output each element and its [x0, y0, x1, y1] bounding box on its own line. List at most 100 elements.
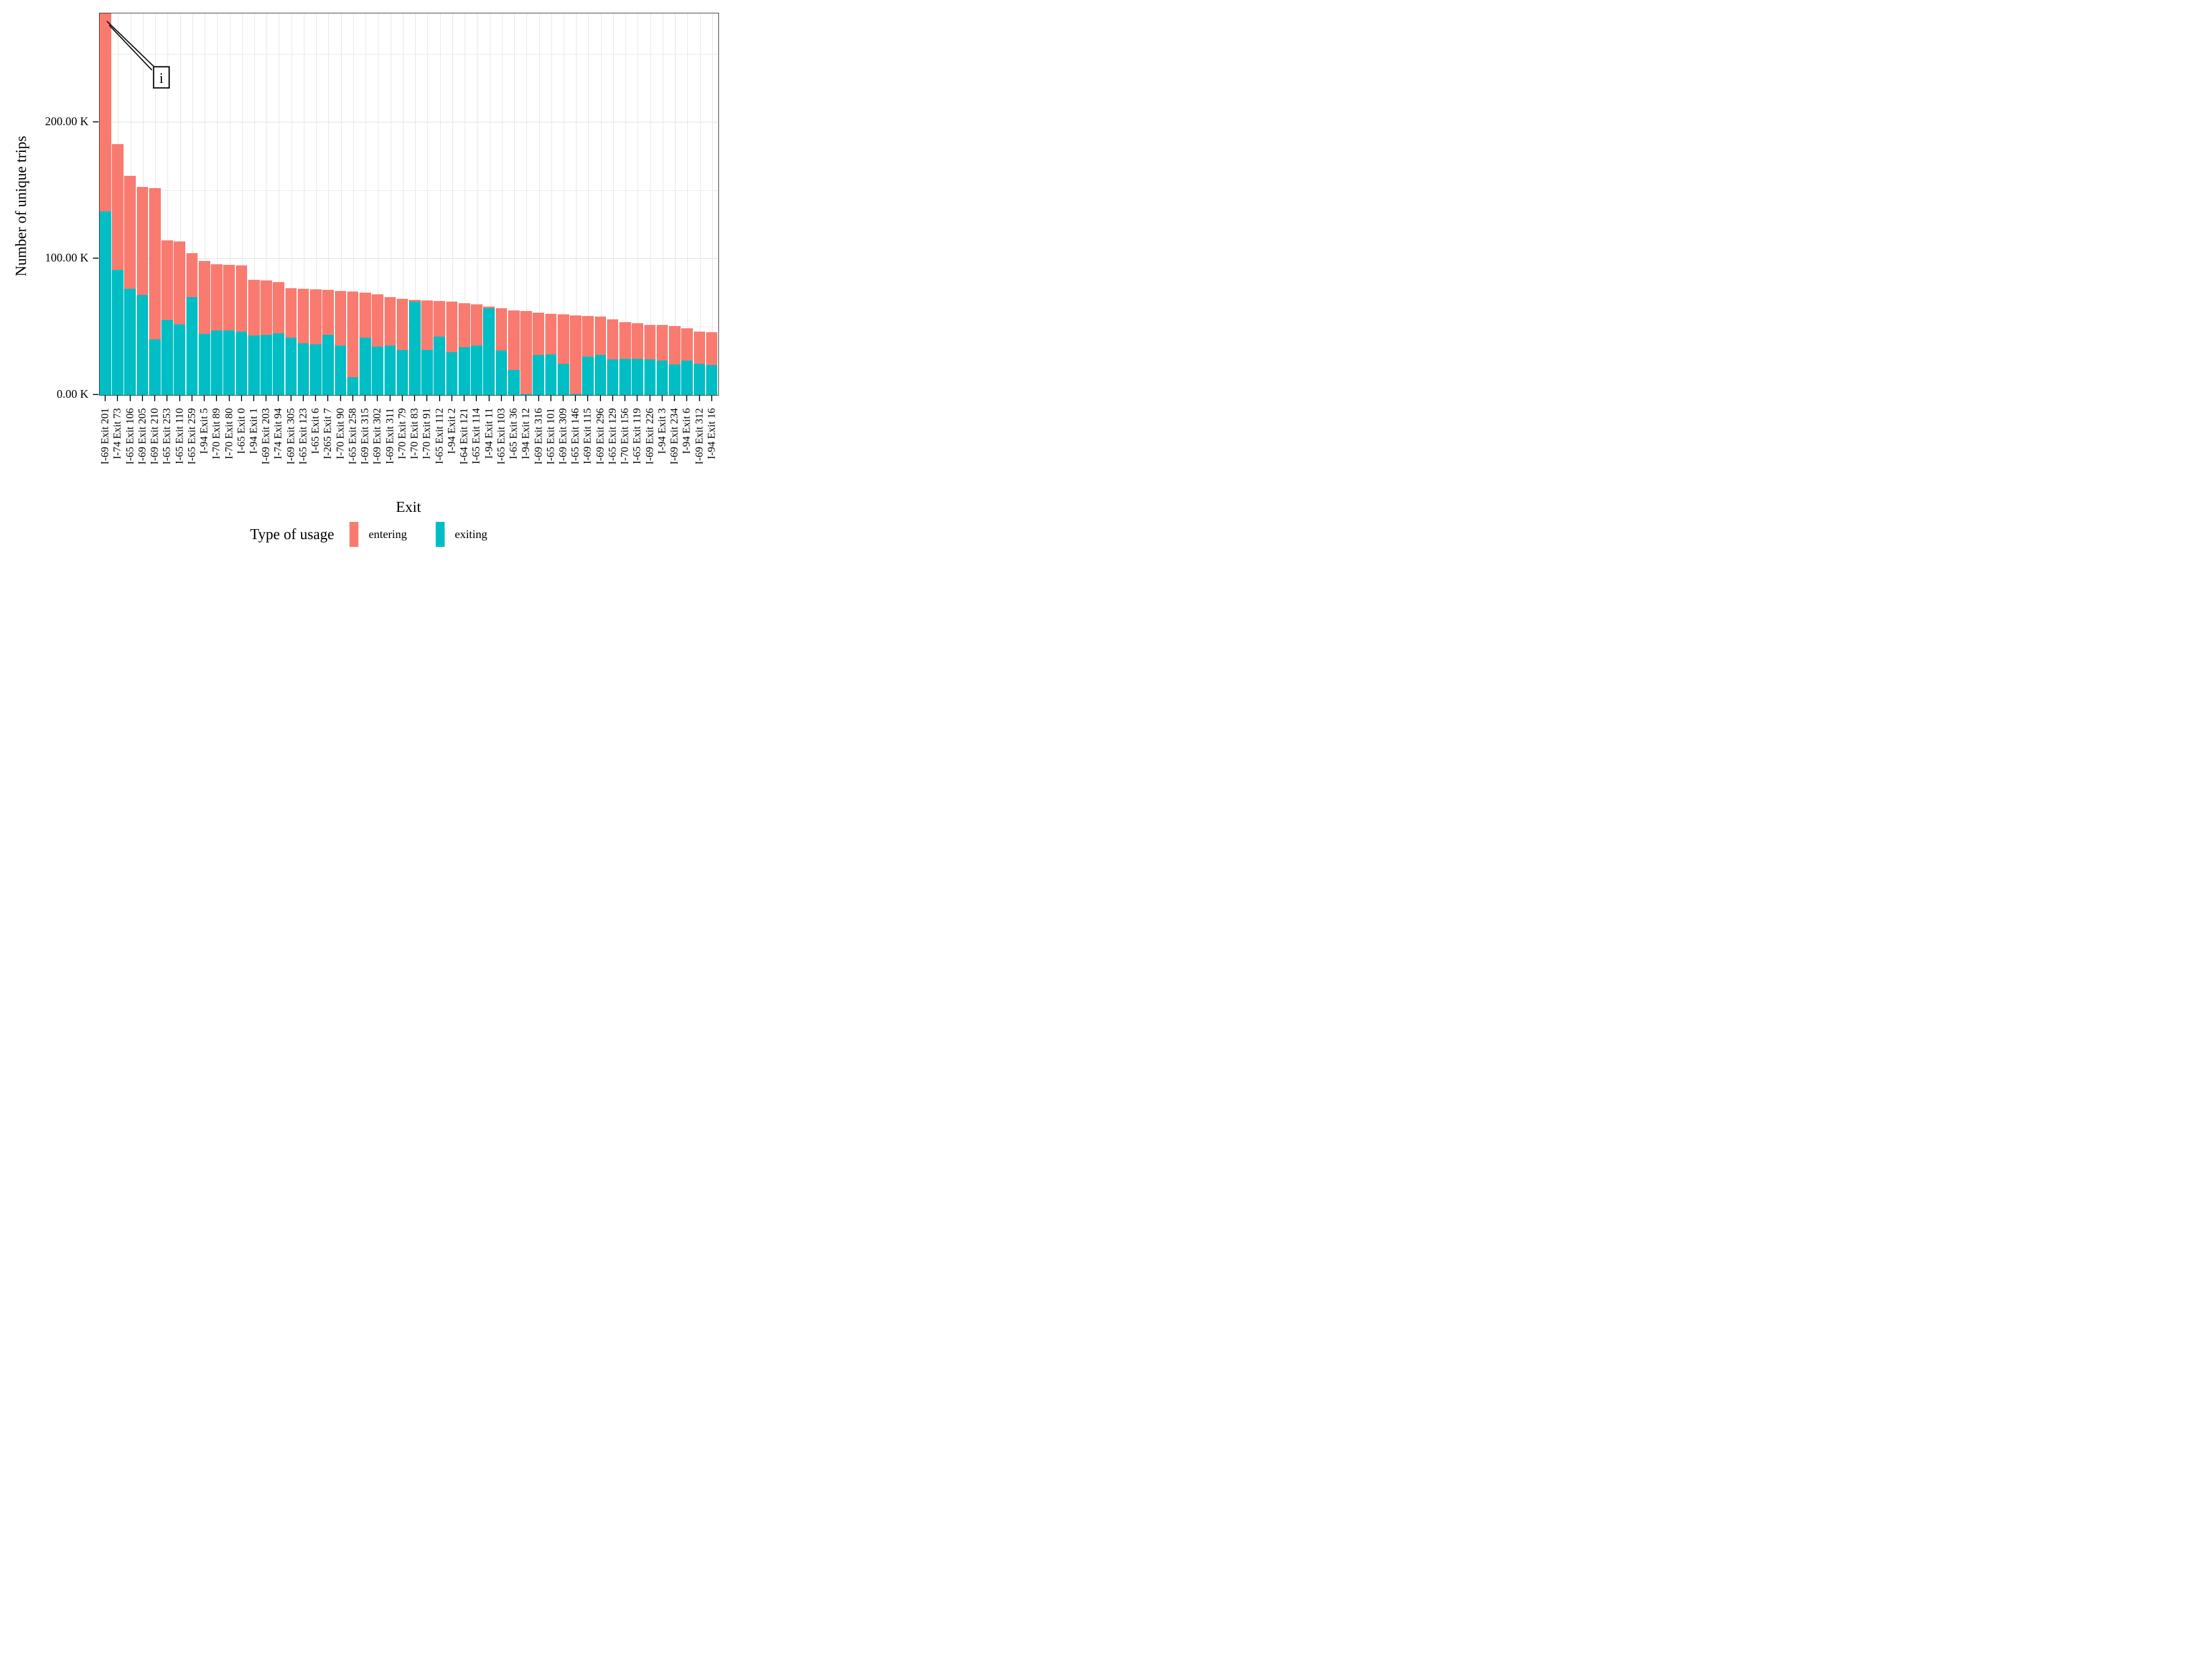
segment-exiting — [235, 332, 248, 395]
bar-I-65 Exit 114 — [471, 13, 482, 395]
bar-I-65 Exit 0 — [235, 13, 248, 395]
x-tick — [315, 396, 317, 401]
segment-entering — [161, 240, 173, 320]
segment-exiting — [347, 377, 359, 395]
x-tick-label: I-74 Exit 73 — [111, 408, 124, 460]
segment-entering — [471, 304, 482, 346]
x-tick-label: I-94 Exit 16 — [706, 408, 718, 460]
x-tick-label: I-65 Exit 110 — [174, 408, 186, 465]
x-tick — [240, 396, 242, 401]
segment-entering — [384, 297, 396, 346]
bar-I-64 Exit 121 — [458, 13, 470, 395]
bar-I-65 Exit 119 — [632, 13, 643, 395]
segment-exiting — [570, 393, 582, 395]
x-tick — [339, 396, 341, 401]
legend-swatch-exiting — [436, 522, 445, 547]
segment-exiting — [372, 347, 383, 395]
segment-entering — [520, 311, 532, 394]
x-tick — [698, 396, 700, 401]
x-tick-label: I-69 Exit 234 — [668, 408, 681, 465]
x-tick-label: I-69 Exit 315 — [359, 408, 371, 465]
segment-entering — [619, 322, 631, 359]
x-tick — [439, 396, 440, 401]
bar-I-94 Exit 6 — [681, 13, 693, 395]
segment-exiting — [297, 343, 309, 395]
x-tick — [563, 396, 564, 401]
segment-exiting — [100, 211, 111, 395]
segment-exiting — [681, 360, 693, 395]
segment-exiting — [136, 294, 149, 395]
x-tick — [389, 396, 391, 401]
bar-I-74 Exit 73 — [112, 13, 124, 395]
x-tick — [204, 396, 205, 401]
bar-I-74 Exit 94 — [273, 13, 284, 395]
gridline-vertical — [415, 13, 416, 395]
bar-I-65 Exit 146 — [570, 13, 582, 395]
bar-I-65 Exit 253 — [161, 13, 173, 395]
x-tick-label: I-70 Exit 91 — [421, 408, 433, 460]
segment-exiting — [211, 330, 223, 395]
bar-I-69 Exit 305 — [285, 13, 297, 395]
bar-I-69 Exit 205 — [136, 13, 149, 395]
segment-entering — [211, 264, 223, 330]
y-tick — [93, 258, 98, 259]
x-tick-label: I-70 Exit 89 — [210, 408, 223, 460]
gridline-vertical — [514, 13, 515, 395]
x-tick-label: I-69 Exit 312 — [693, 408, 706, 465]
x-tick-label: I-65 Exit 146 — [569, 408, 582, 465]
x-tick — [179, 396, 180, 401]
gridline-vertical — [440, 13, 441, 395]
segment-entering — [458, 303, 470, 348]
x-tick — [649, 396, 651, 401]
x-tick — [476, 396, 477, 401]
bar-I-69 Exit 226 — [644, 13, 656, 395]
gridline-minor — [100, 53, 718, 55]
gridline-vertical — [551, 13, 552, 395]
bar-I-65 Exit 129 — [607, 13, 619, 395]
segment-entering — [607, 319, 619, 360]
x-tick-label: I-70 Exit 90 — [334, 408, 347, 460]
x-tick — [117, 396, 119, 401]
segment-entering — [297, 288, 309, 343]
x-tick-label: I-65 Exit 36 — [508, 408, 520, 460]
bar-I-65 Exit 103 — [495, 13, 508, 395]
segment-exiting — [310, 344, 322, 395]
segment-entering — [693, 332, 706, 364]
segment-exiting — [693, 363, 706, 395]
x-tick-label: I-69 Exit 203 — [260, 408, 272, 465]
x-tick — [129, 396, 131, 401]
x-tick-label: I-94 Exit 6 — [681, 408, 693, 454]
segment-exiting — [112, 269, 124, 395]
segment-entering — [372, 294, 383, 347]
x-tick — [216, 396, 218, 401]
x-tick-label: I-94 Exit 3 — [656, 408, 668, 454]
x-tick — [228, 396, 230, 401]
segment-exiting — [161, 320, 173, 395]
gridline-vertical — [613, 13, 614, 395]
bar-I-65 Exit 112 — [433, 13, 446, 395]
x-axis-title: Exit — [396, 499, 421, 515]
segment-entering — [359, 293, 371, 338]
x-tick-label: I-65 Exit 258 — [347, 408, 359, 465]
x-tick-label: I-65 Exit 123 — [297, 408, 309, 465]
bar-I-70 Exit 91 — [421, 13, 433, 395]
x-tick-label: I-69 Exit 305 — [285, 408, 297, 465]
gridline-vertical — [576, 13, 577, 395]
x-tick-label: I-65 Exit 112 — [433, 408, 446, 465]
segment-entering — [310, 289, 322, 345]
segment-exiting — [607, 359, 619, 395]
x-tick-label: I-69 Exit 316 — [533, 408, 545, 465]
x-tick — [265, 396, 267, 401]
segment-exiting — [669, 364, 681, 395]
segment-entering — [347, 291, 359, 378]
segment-entering — [334, 290, 347, 346]
bar-I-65 Exit 106 — [124, 13, 136, 395]
segment-exiting — [483, 308, 495, 395]
x-tick-label: I-65 Exit 0 — [235, 408, 248, 454]
segment-entering — [100, 13, 111, 212]
bar-I-70 Exit 156 — [619, 13, 631, 395]
segment-exiting — [458, 347, 470, 395]
gridline-vertical — [167, 13, 169, 395]
bar-I-70 Exit 79 — [396, 13, 408, 395]
segment-exiting — [198, 333, 210, 395]
